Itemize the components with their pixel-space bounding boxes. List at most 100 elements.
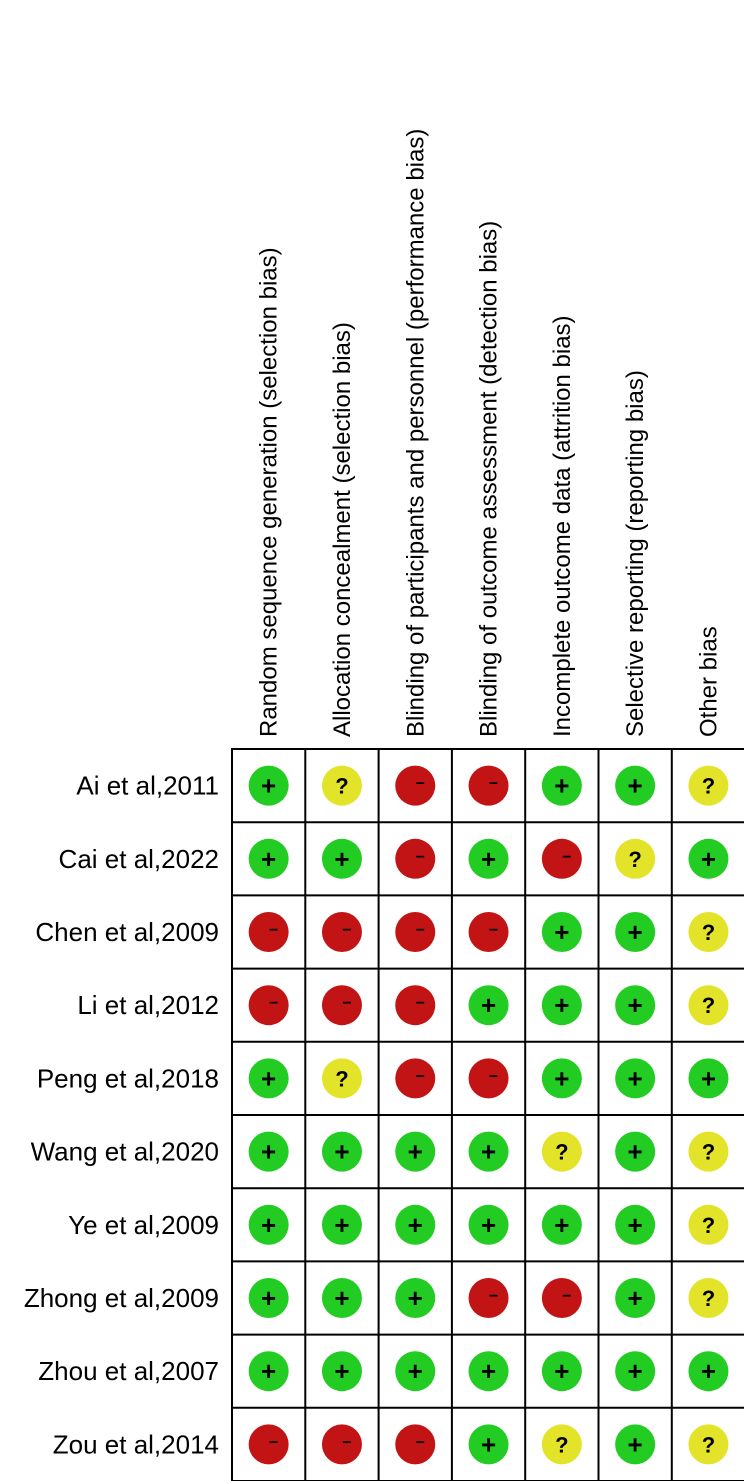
- judgement-low-marker: [688, 1058, 729, 1099]
- judgement-low-marker: [468, 985, 509, 1026]
- judgement-symbol: −: [342, 995, 351, 1012]
- judgement-symbol: ?: [702, 1432, 715, 1457]
- judgement-symbol: +: [628, 990, 643, 1020]
- judgement-low-marker: [615, 1204, 656, 1245]
- study-labels: Ai et al,2011 Cai et al,2022 Chen et al,20…: [24, 771, 219, 1460]
- judgement-high-marker: [395, 838, 436, 879]
- judgement-symbol: −: [342, 1434, 351, 1451]
- judgement-high-marker: [468, 912, 509, 952]
- judgement-high-marker: [248, 912, 289, 952]
- judgement-low-marker: [395, 1278, 436, 1318]
- judgement-high-marker: [468, 1058, 509, 1099]
- judgement-low-marker: [615, 1351, 656, 1392]
- judgement-symbol: +: [261, 1137, 276, 1167]
- judgement-low-marker: [248, 1351, 289, 1392]
- judgement-unclear-marker: [615, 838, 656, 879]
- judgement-symbol: −: [269, 995, 278, 1012]
- domain-label: Blinding of participants and personnel (…: [402, 129, 429, 737]
- judgement-symbol: +: [554, 917, 569, 947]
- domain-label: Incomplete outcome data (attrition bias): [549, 315, 576, 737]
- judgement-unclear-marker: [321, 765, 362, 806]
- domain-label: Selective reporting (reporting bias): [622, 370, 649, 737]
- judgement-symbol: −: [416, 922, 425, 939]
- judgement-high-marker: [468, 765, 509, 806]
- judgement-symbol: −: [269, 1434, 278, 1451]
- judgement-high-marker: [541, 838, 582, 879]
- judgement-high-marker: [395, 1058, 436, 1099]
- study-label: Zou et al,2014: [53, 1429, 219, 1459]
- judgement-low-marker: [541, 1351, 582, 1392]
- judgement-symbol: +: [554, 1210, 569, 1240]
- judgement-symbol: −: [489, 922, 498, 939]
- judgement-low-marker: [541, 912, 582, 952]
- judgement-symbol: +: [261, 1063, 276, 1093]
- domain-label: Blinding of outcome assessment (detectio…: [476, 221, 503, 737]
- judgement-low-marker: [321, 838, 362, 879]
- judgement-symbol: +: [554, 990, 569, 1020]
- judgement-unclear-marker: [688, 1278, 729, 1318]
- study-label: Wang et al,2020: [31, 1137, 219, 1167]
- judgement-symbol: ?: [335, 1066, 348, 1091]
- judgement-unclear-marker: [688, 1424, 729, 1465]
- judgement-symbol: +: [334, 844, 349, 874]
- study-label: Ye et al,2009: [68, 1210, 219, 1240]
- judgement-low-marker: [248, 1131, 289, 1172]
- judgement-symbol: ?: [702, 993, 715, 1018]
- judgement-symbol: −: [416, 995, 425, 1012]
- judgement-symbol: ?: [702, 774, 715, 799]
- judgement-symbol: +: [628, 917, 643, 947]
- judgement-low-marker: [615, 1424, 656, 1465]
- judgement-symbol: +: [481, 990, 496, 1020]
- judgement-low-marker: [468, 1424, 509, 1465]
- judgement-low-marker: [615, 1058, 656, 1099]
- judgement-symbol: +: [334, 1356, 349, 1386]
- judgement-high-marker: [248, 985, 289, 1026]
- judgement-symbol: +: [481, 1137, 496, 1167]
- study-label: Zhou et al,2007: [38, 1356, 219, 1386]
- judgement-symbol: +: [628, 771, 643, 801]
- judgement-low-marker: [395, 1351, 436, 1392]
- judgement-symbol: +: [554, 1063, 569, 1093]
- judgement-symbol: +: [628, 1356, 643, 1386]
- judgement-low-marker: [248, 1278, 289, 1318]
- judgement-high-marker: [468, 1278, 509, 1318]
- judgement-low-marker: [321, 1204, 362, 1245]
- judgement-unclear-marker: [688, 912, 729, 952]
- judgement-symbol: +: [628, 1429, 643, 1459]
- judgement-symbol: −: [416, 849, 425, 866]
- judgement-low-marker: [615, 1278, 656, 1318]
- judgement-symbol: +: [701, 1356, 716, 1386]
- judgement-high-marker: [248, 1424, 289, 1465]
- judgement-symbol: +: [408, 1137, 423, 1167]
- judgement-high-marker: [395, 912, 436, 952]
- judgement-low-marker: [541, 1058, 582, 1099]
- judgement-cells: +? − − + + ? + + − + −? + − − − − + + ? − − − + + + ? +? − − + + + + + + +?…: [248, 765, 729, 1465]
- judgement-symbol: +: [554, 771, 569, 801]
- judgement-symbol: ?: [702, 1213, 715, 1238]
- judgement-unclear-marker: [688, 985, 729, 1026]
- judgement-low-marker: [321, 1351, 362, 1392]
- judgement-symbol: +: [701, 1063, 716, 1093]
- study-label: Cai et al,2022: [59, 844, 219, 874]
- judgement-symbol: +: [334, 1210, 349, 1240]
- judgement-low-marker: [468, 1351, 509, 1392]
- judgement-symbol: −: [562, 1288, 571, 1305]
- judgement-symbol: ?: [555, 1140, 568, 1165]
- judgement-symbol: +: [481, 844, 496, 874]
- judgement-symbol: −: [416, 1068, 425, 1085]
- judgement-low-marker: [541, 1204, 582, 1245]
- judgement-symbol: +: [701, 844, 716, 874]
- judgement-symbol: ?: [628, 847, 641, 872]
- judgement-low-marker: [395, 1204, 436, 1245]
- judgement-symbol: +: [334, 1137, 349, 1167]
- judgement-low-marker: [248, 1058, 289, 1099]
- judgement-low-marker: [541, 985, 582, 1026]
- judgement-symbol: +: [628, 1283, 643, 1313]
- domain-label: Allocation concealment (selection bias): [329, 322, 356, 737]
- judgement-unclear-marker: [688, 1204, 729, 1245]
- judgement-symbol: ?: [335, 774, 348, 799]
- judgement-unclear-marker: [688, 1131, 729, 1172]
- study-label: Chen et al,2009: [35, 917, 219, 947]
- study-label: Ai et al,2011: [76, 771, 219, 801]
- judgement-symbol: ?: [702, 920, 715, 945]
